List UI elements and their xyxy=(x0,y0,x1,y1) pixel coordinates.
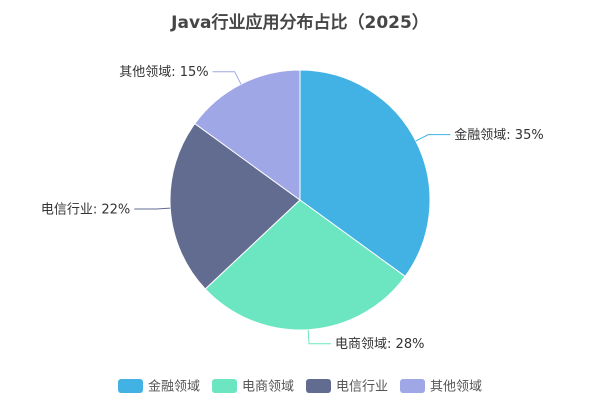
chart-title: Java行业应用分布占比（2025） xyxy=(170,12,429,33)
legend-item-3[interactable]: 电信行业 xyxy=(306,379,388,395)
slice-label-1: 金融领域: 35% xyxy=(454,127,543,143)
pie-slice-3[interactable] xyxy=(169,122,301,290)
legend-item-4[interactable]: 其他领域 xyxy=(400,379,482,395)
legend-swatch-3 xyxy=(306,379,331,393)
legend-item-1[interactable]: 金融领域 xyxy=(118,379,200,395)
legend-label-2: 电商领域 xyxy=(242,380,294,395)
pie-slices xyxy=(169,69,431,331)
pie-slice-1[interactable] xyxy=(299,69,431,278)
legend-label-1: 金融领域 xyxy=(148,379,200,395)
legend-swatch-4 xyxy=(400,379,425,393)
slice-label-2: 电商领域: 28% xyxy=(335,337,424,352)
label-leader-lines xyxy=(134,71,451,345)
slice-label-3: 电信行业: 22% xyxy=(41,203,130,218)
pie-slice-4[interactable] xyxy=(194,69,301,201)
legend-item-2[interactable]: 电商领域 xyxy=(212,379,294,395)
leader-line-4 xyxy=(212,71,242,85)
leader-line-3 xyxy=(134,207,171,210)
leader-line-2 xyxy=(307,329,332,345)
slice-label-4: 其他领域: 15% xyxy=(119,65,208,80)
legend-swatch-1 xyxy=(118,379,143,393)
leader-line-1 xyxy=(415,134,451,142)
pie-slice-2[interactable] xyxy=(204,199,406,331)
legend-swatch-2 xyxy=(212,379,237,393)
slice-labels: 金融领域: 35% 电商领域: 28% 电信行业: 22% 其他领域: 15% xyxy=(41,65,544,352)
legend: 金融领域 电商领域 电信行业 其他领域 xyxy=(118,379,482,395)
legend-label-3: 电信行业 xyxy=(336,380,388,395)
legend-label-4: 其他领域 xyxy=(430,380,482,395)
